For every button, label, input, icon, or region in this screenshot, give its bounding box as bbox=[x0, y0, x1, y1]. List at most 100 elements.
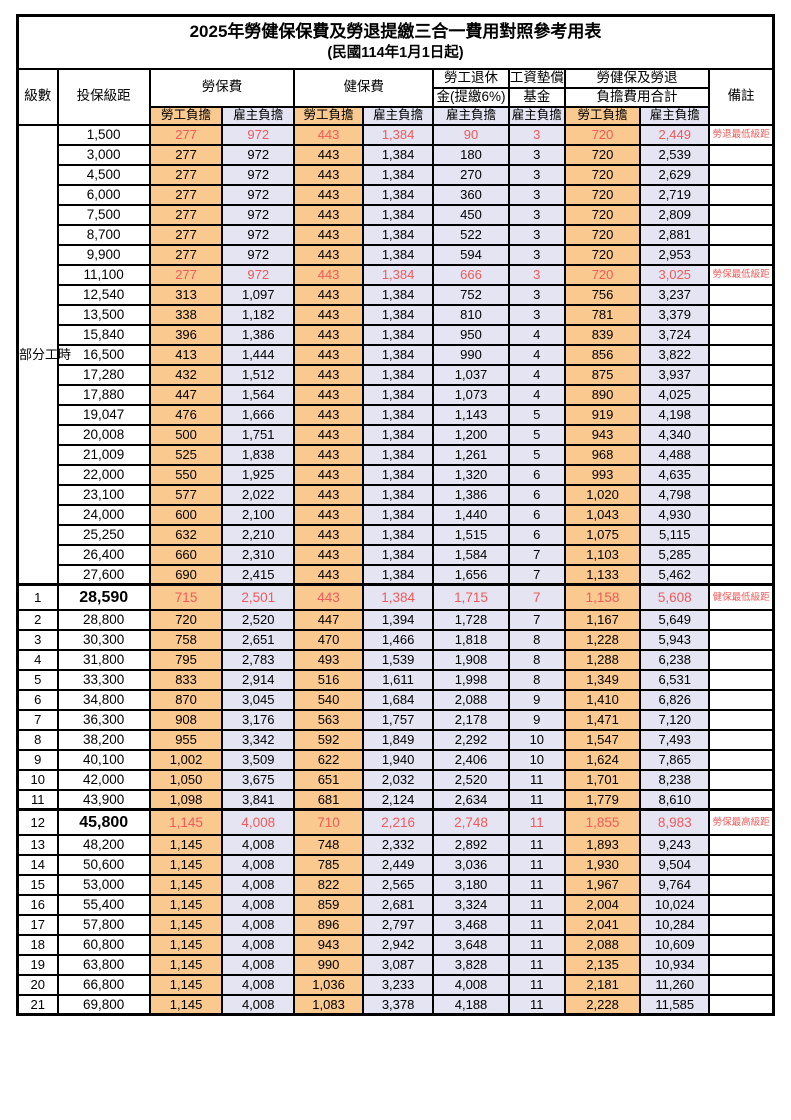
value-cell: 2,520 bbox=[432, 768, 510, 791]
value-cell: 1,908 bbox=[432, 648, 510, 671]
value-cell: 443 bbox=[293, 423, 364, 446]
bracket-cell: 36,300 bbox=[56, 708, 151, 731]
bracket-cell: 23,100 bbox=[56, 483, 151, 506]
value-cell: 5 bbox=[507, 443, 566, 466]
value-cell: 720 bbox=[563, 223, 642, 246]
table-row: 8 38,200 955 3,342 592 1,849 2,292 10 1,547 7,493 bbox=[16, 728, 775, 751]
remark-cell bbox=[708, 748, 775, 771]
table-body: 部分工時 1,500 277 972 443 1,384 90 3 720 2,449 勞退最低級距… bbox=[16, 123, 775, 1016]
value-cell: 1,666 bbox=[221, 403, 296, 426]
remark-cell bbox=[708, 913, 775, 936]
level-cell: 13 bbox=[16, 833, 59, 856]
value-cell: 3 bbox=[507, 203, 566, 226]
value-cell: 443 bbox=[293, 143, 364, 166]
value-cell: 443 bbox=[293, 523, 364, 546]
table-row: 17 57,800 1,145 4,008 896 2,797 3,468 11 2,041 10… bbox=[16, 913, 775, 936]
value-cell: 443 bbox=[293, 263, 364, 286]
value-cell: 1,715 bbox=[432, 583, 510, 611]
table-row: 16,500 413 1,444 443 1,384 990 4 856 3,822 bbox=[18, 343, 775, 366]
table-row: 5 33,300 833 2,914 516 1,611 1,998 8 1,349 6,531 bbox=[16, 668, 775, 691]
bracket-cell: 13,500 bbox=[56, 303, 151, 326]
bracket-cell: 8,700 bbox=[56, 223, 151, 246]
value-cell: 710 bbox=[293, 808, 364, 836]
subheader-pension-employer: 雇主負擔 bbox=[432, 105, 510, 126]
value-cell: 1,145 bbox=[148, 833, 224, 856]
value-cell: 720 bbox=[563, 123, 642, 146]
value-cell: 443 bbox=[293, 443, 364, 466]
bracket-cell: 19,047 bbox=[56, 403, 151, 426]
table-row: 13,500 338 1,182 443 1,384 810 3 781 3,379 bbox=[18, 303, 775, 326]
value-cell: 3 bbox=[507, 263, 566, 286]
value-cell: 715 bbox=[148, 583, 224, 611]
remark-cell bbox=[708, 543, 775, 566]
value-cell: 450 bbox=[432, 203, 510, 226]
value-cell: 3,509 bbox=[221, 748, 296, 771]
value-cell: 7,493 bbox=[639, 728, 711, 751]
value-cell: 2,449 bbox=[361, 853, 435, 876]
value-cell: 11 bbox=[507, 933, 566, 956]
value-cell: 1,728 bbox=[432, 608, 510, 631]
value-cell: 443 bbox=[293, 583, 364, 611]
col-header-wage-fund-line1: 工資墊償 bbox=[507, 67, 566, 89]
value-cell: 1,967 bbox=[563, 873, 642, 896]
value-cell: 1,998 bbox=[432, 668, 510, 691]
value-cell: 1,200 bbox=[432, 423, 510, 446]
value-cell: 5,608 bbox=[639, 583, 711, 611]
value-cell: 277 bbox=[148, 263, 224, 286]
value-cell: 500 bbox=[148, 423, 224, 446]
value-cell: 1,386 bbox=[432, 483, 510, 506]
value-cell: 756 bbox=[563, 283, 642, 306]
level-cell: 10 bbox=[16, 768, 59, 791]
value-cell: 6,531 bbox=[639, 668, 711, 691]
value-cell: 1,818 bbox=[432, 628, 510, 651]
table-row: 11 43,900 1,098 3,841 681 2,124 2,634 11 1,779 8,… bbox=[16, 788, 775, 811]
remark-cell: 勞保最高級距 bbox=[708, 808, 775, 836]
value-cell: 4 bbox=[507, 343, 566, 366]
value-cell: 2,292 bbox=[432, 728, 510, 751]
remark-cell: 健保最低級距 bbox=[708, 583, 775, 611]
value-cell: 11 bbox=[507, 808, 566, 836]
value-cell: 443 bbox=[293, 363, 364, 386]
value-cell: 859 bbox=[293, 893, 364, 916]
remark-cell bbox=[708, 243, 775, 266]
value-cell: 3,379 bbox=[639, 303, 711, 326]
remark-cell bbox=[708, 443, 775, 466]
value-cell: 2,088 bbox=[563, 933, 642, 956]
bracket-cell: 27,600 bbox=[56, 563, 151, 586]
value-cell: 2,216 bbox=[361, 808, 435, 836]
bracket-cell: 34,800 bbox=[56, 688, 151, 711]
value-cell: 720 bbox=[563, 203, 642, 226]
value-cell: 1,466 bbox=[361, 628, 435, 651]
value-cell: 1,940 bbox=[361, 748, 435, 771]
value-cell: 270 bbox=[432, 163, 510, 186]
bracket-cell: 43,900 bbox=[56, 788, 151, 811]
col-header-wage-fund-line2: 基金 bbox=[507, 86, 566, 108]
value-cell: 277 bbox=[148, 223, 224, 246]
remark-cell bbox=[708, 283, 775, 306]
value-cell: 10 bbox=[507, 728, 566, 751]
bracket-cell: 11,100 bbox=[56, 263, 151, 286]
value-cell: 972 bbox=[221, 163, 296, 186]
remark-cell bbox=[708, 523, 775, 546]
group-label-cell: 部分工時 bbox=[16, 123, 71, 586]
bracket-cell: 53,000 bbox=[56, 873, 151, 896]
value-cell: 525 bbox=[148, 443, 224, 466]
value-cell: 2,449 bbox=[639, 123, 711, 146]
value-cell: 277 bbox=[148, 183, 224, 206]
value-cell: 11 bbox=[507, 953, 566, 976]
value-cell: 563 bbox=[293, 708, 364, 731]
value-cell: 6,238 bbox=[639, 648, 711, 671]
value-cell: 4,008 bbox=[221, 808, 296, 836]
value-cell: 943 bbox=[563, 423, 642, 446]
value-cell: 2,178 bbox=[432, 708, 510, 731]
table-row: 20,008 500 1,751 443 1,384 1,200 5 943 4,340 bbox=[18, 423, 775, 446]
value-cell: 1,145 bbox=[148, 893, 224, 916]
value-cell: 2,953 bbox=[639, 243, 711, 266]
value-cell: 972 bbox=[221, 183, 296, 206]
value-cell: 11 bbox=[507, 913, 566, 936]
table-row: 19 63,800 1,145 4,008 990 3,087 3,828 11 2,135 10… bbox=[16, 953, 775, 976]
value-cell: 3,724 bbox=[639, 323, 711, 346]
value-cell: 950 bbox=[432, 323, 510, 346]
value-cell: 795 bbox=[148, 648, 224, 671]
value-cell: 720 bbox=[563, 243, 642, 266]
